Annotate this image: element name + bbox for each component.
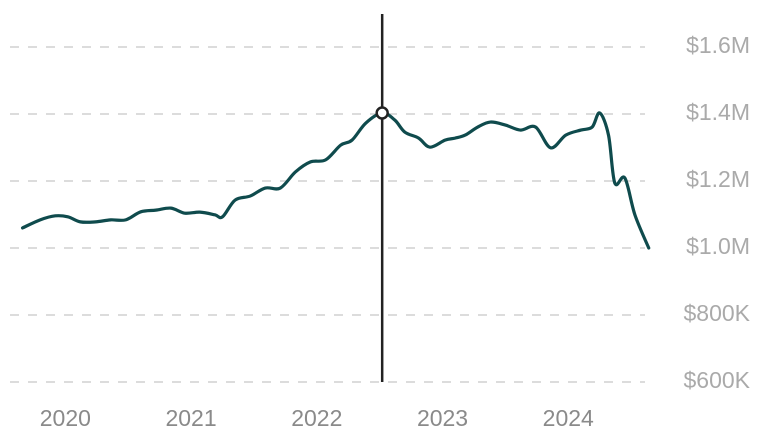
y-tick-label: $800K: [683, 300, 750, 326]
x-tick-label: 2021: [165, 405, 216, 431]
cursor-point: [375, 106, 389, 120]
y-tick-label: $600K: [683, 367, 750, 393]
y-tick-label: $1.2M: [686, 166, 750, 192]
x-tick-label: 2023: [417, 405, 468, 431]
price-line: [20, 111, 651, 250]
x-tick-label: 2024: [543, 405, 594, 431]
y-tick-label: $1.0M: [686, 233, 750, 259]
y-tick-label: $1.4M: [686, 99, 750, 125]
x-tick-label: 2020: [40, 405, 91, 431]
x-tick-label: 2022: [291, 405, 342, 431]
y-tick-label: $1.6M: [686, 32, 750, 58]
